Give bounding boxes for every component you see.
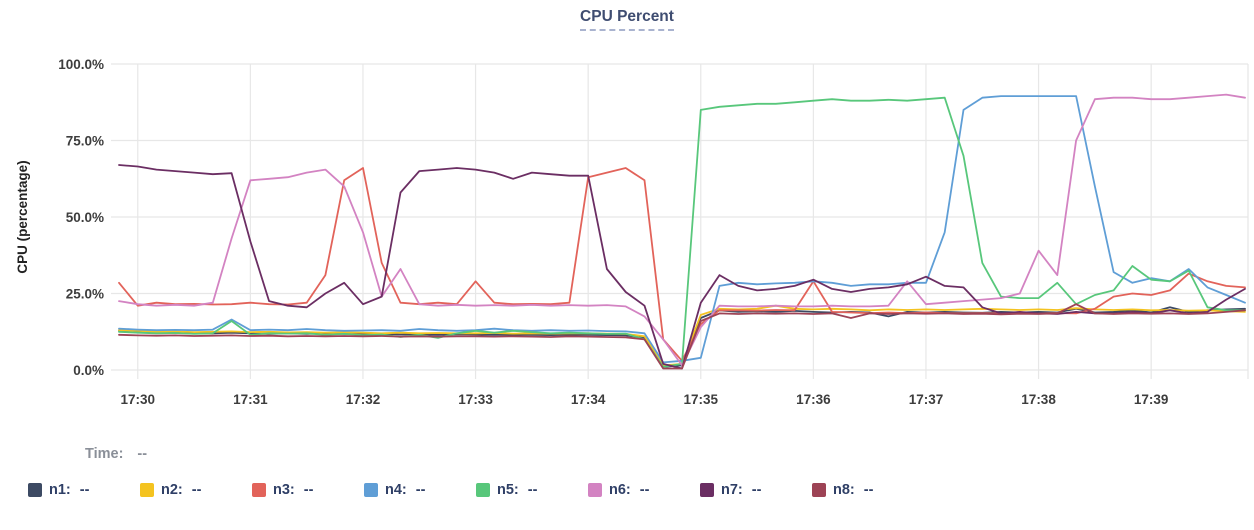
- x-tick-label: 17:38: [1021, 392, 1056, 407]
- cpu-percent-line-chart[interactable]: 100.0% 75.0% 50.0% 25.0% 0.0% 17:30 17:31 17:32…: [0, 0, 1254, 430]
- series-value: --: [639, 482, 650, 498]
- x-tick-label: 17:32: [346, 392, 381, 407]
- series-value: --: [79, 482, 90, 498]
- legend: n1: -- n2: -- n3: -- n4: -- n5: -- n6: -…: [28, 482, 924, 498]
- series-value: --: [863, 482, 874, 498]
- time-label: Time:: [85, 446, 124, 462]
- series-line-n7: [118, 164, 1246, 370]
- series-line-n4: [118, 95, 1246, 364]
- series-color-swatch: [812, 483, 826, 497]
- x-tick-label: 17:37: [909, 392, 944, 407]
- legend-item-n3[interactable]: n3: --: [252, 482, 364, 498]
- chart-header: CPU Percent: [0, 8, 1254, 31]
- hover-time-readout: Time: --: [85, 446, 147, 462]
- legend-item-n7[interactable]: n7: --: [700, 482, 812, 498]
- legend-item-n2[interactable]: n2: --: [140, 482, 252, 498]
- legend-item-n5[interactable]: n5: --: [476, 482, 588, 498]
- series-value: --: [751, 482, 762, 498]
- series-value: --: [527, 482, 538, 498]
- series-label: n6:: [609, 482, 631, 498]
- x-tick-label: 17:39: [1134, 392, 1169, 407]
- y-tick-label: 0.0%: [73, 363, 104, 378]
- y-tick-label: 100.0%: [58, 57, 104, 72]
- series-value: --: [191, 482, 202, 498]
- y-tick-label: 75.0%: [66, 134, 104, 149]
- series-label: n8:: [833, 482, 855, 498]
- series-color-swatch: [476, 483, 490, 497]
- series-label: n3:: [273, 482, 295, 498]
- series-color-swatch: [252, 483, 266, 497]
- series-value: --: [415, 482, 426, 498]
- series-label: n4:: [385, 482, 407, 498]
- y-tick-label: 25.0%: [66, 287, 104, 302]
- series-label: n1:: [49, 482, 71, 498]
- series-label: n2:: [161, 482, 183, 498]
- x-tick-label: 17:36: [796, 392, 831, 407]
- x-tick-label: 17:30: [121, 392, 156, 407]
- x-tick-label: 17:33: [458, 392, 493, 407]
- series-label: n7:: [721, 482, 743, 498]
- series-color-swatch: [700, 483, 714, 497]
- series-color-swatch: [588, 483, 602, 497]
- x-tick-label: 17:35: [684, 392, 719, 407]
- series-line-n8: [118, 303, 1246, 370]
- legend-item-n1[interactable]: n1: --: [28, 482, 140, 498]
- x-tick-label: 17:34: [571, 392, 606, 407]
- series-line-n6: [118, 93, 1246, 367]
- series-line-n5: [118, 96, 1246, 368]
- y-tick-label: 50.0%: [66, 210, 104, 225]
- legend-item-n4[interactable]: n4: --: [364, 482, 476, 498]
- series-color-swatch: [364, 483, 378, 497]
- x-tick-label: 17:31: [233, 392, 268, 407]
- time-value: --: [137, 446, 148, 462]
- series-value: --: [303, 482, 314, 498]
- series-color-swatch: [140, 483, 154, 497]
- chart-title[interactable]: CPU Percent: [580, 8, 674, 31]
- series-color-swatch: [28, 483, 42, 497]
- y-axis-title: CPU (percentage): [15, 160, 30, 273]
- legend-item-n6[interactable]: n6: --: [588, 482, 700, 498]
- series-label: n5:: [497, 482, 519, 498]
- legend-item-n8[interactable]: n8: --: [812, 482, 924, 498]
